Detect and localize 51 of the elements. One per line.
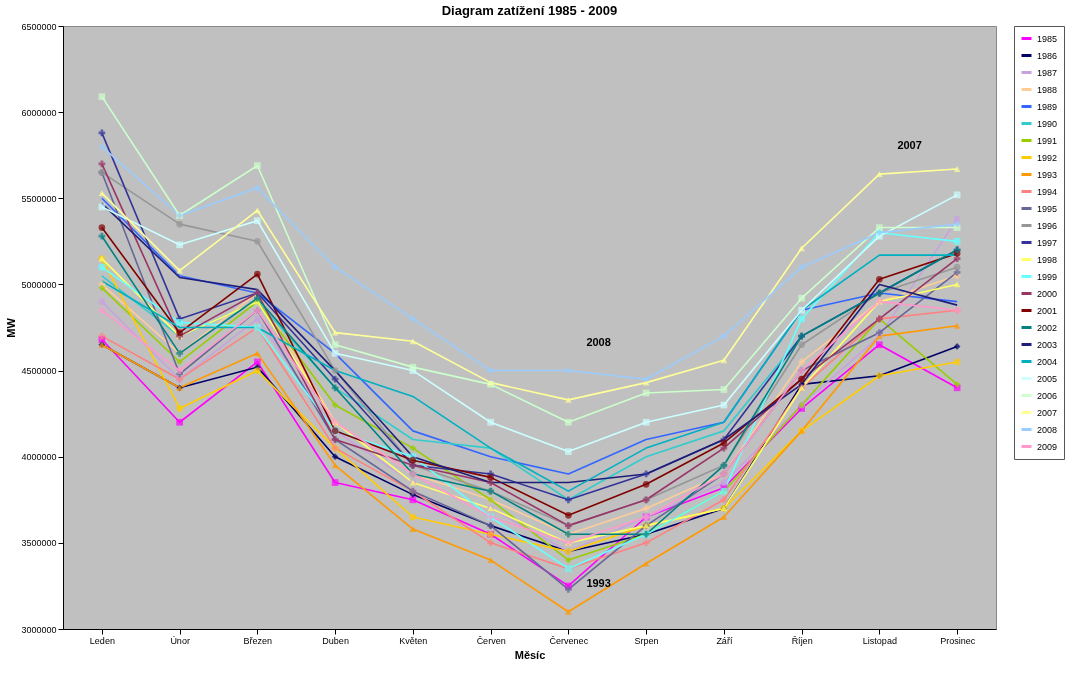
- legend-label: 1991: [1037, 135, 1058, 146]
- legend-label: 2000: [1037, 288, 1058, 299]
- y-tick-label: 6000000: [21, 107, 57, 118]
- legend-label: 1987: [1037, 67, 1058, 78]
- legend-label: 1998: [1037, 254, 1058, 265]
- x-tick-label: Září: [716, 635, 733, 646]
- legend-label: 1985: [1037, 33, 1058, 44]
- legend-label: 2002: [1037, 322, 1058, 333]
- y-axis-title: MW: [5, 317, 18, 338]
- x-tick-label: Říjen: [791, 635, 813, 646]
- annotation: 1993: [586, 576, 611, 589]
- x-axis-title: Měsíc: [514, 648, 546, 661]
- legend-label: 2007: [1037, 407, 1058, 418]
- y-tick-label: 6500000: [21, 21, 57, 32]
- y-tick-label: 3000000: [21, 624, 57, 635]
- y-tick-label: 4500000: [21, 366, 57, 377]
- y-tick-label: 4000000: [21, 452, 57, 463]
- x-tick-label: Únor: [170, 635, 190, 646]
- legend-label: 1995: [1037, 203, 1058, 214]
- x-tick-label: Srpen: [634, 635, 659, 646]
- legend-label: 1997: [1037, 237, 1058, 248]
- x-tick-label: Listopad: [862, 635, 897, 646]
- y-tick-label: 3500000: [21, 538, 57, 549]
- legend-label: 1989: [1037, 101, 1058, 112]
- x-tick-label: Březen: [243, 635, 273, 646]
- annotation: 2007: [897, 139, 922, 152]
- legend-label: 1990: [1037, 118, 1058, 129]
- x-tick-label: Červenec: [549, 635, 589, 646]
- x-tick-label: Červen: [476, 635, 506, 646]
- legend-label: 1999: [1037, 271, 1058, 282]
- legend-label: 1986: [1037, 50, 1058, 61]
- annotation: 2008: [586, 335, 611, 348]
- x-tick-label: Květen: [399, 635, 428, 646]
- legend-label: 2009: [1037, 441, 1058, 452]
- legend-label: 1992: [1037, 152, 1058, 163]
- legend-label: 2006: [1037, 390, 1058, 401]
- legend-label: 2004: [1037, 356, 1058, 367]
- legend-label: 2008: [1037, 424, 1058, 435]
- legend-label: 1988: [1037, 84, 1058, 95]
- x-tick-label: Duben: [322, 635, 349, 646]
- x-tick-label: Leden: [89, 635, 115, 646]
- legend-label: 1996: [1037, 220, 1058, 231]
- legend-label: 2003: [1037, 339, 1058, 350]
- y-tick-label: 5500000: [21, 193, 57, 204]
- legend-label: 1993: [1037, 169, 1058, 180]
- x-tick-label: Prosinec: [940, 635, 976, 646]
- legend-label: 1994: [1037, 186, 1058, 197]
- legend-label: 2005: [1037, 373, 1058, 384]
- y-tick-label: 5000000: [21, 279, 57, 290]
- legend-label: 2001: [1037, 305, 1058, 316]
- chart-title: Diagram zatížení 1985 - 2009: [441, 3, 618, 18]
